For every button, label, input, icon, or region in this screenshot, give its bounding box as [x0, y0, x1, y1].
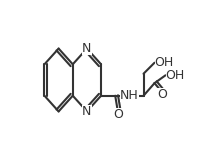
Text: OH: OH [166, 69, 185, 82]
Text: O: O [157, 88, 167, 101]
Text: N: N [82, 42, 91, 55]
Text: O: O [113, 108, 123, 121]
Text: NH: NH [120, 89, 139, 102]
Text: N: N [82, 105, 91, 118]
Text: OH: OH [154, 56, 174, 69]
